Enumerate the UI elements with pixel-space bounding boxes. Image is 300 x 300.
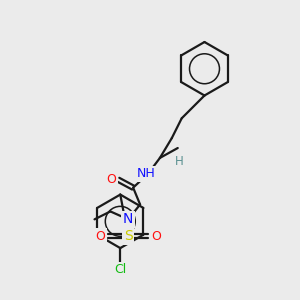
Text: O: O xyxy=(95,230,105,243)
Text: O: O xyxy=(151,230,161,243)
Text: S: S xyxy=(124,229,133,243)
Text: NH: NH xyxy=(137,167,155,180)
Text: N: N xyxy=(123,212,134,226)
Text: H: H xyxy=(175,155,184,168)
Text: O: O xyxy=(106,173,116,186)
Text: Cl: Cl xyxy=(114,263,126,276)
